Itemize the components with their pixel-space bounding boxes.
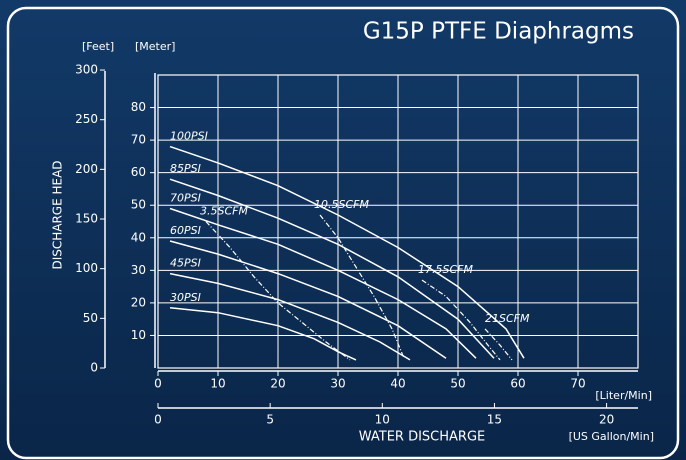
pressure-curve: [169, 145, 525, 359]
curve-label: 3.5SCFM: [200, 205, 248, 218]
y-tick-label: 80: [131, 100, 146, 114]
curve-label: 60PSI: [170, 224, 201, 237]
curve-label: 30PSI: [170, 291, 201, 304]
y-tick-label: 60: [131, 165, 146, 179]
curve-label: 100PSI: [170, 130, 208, 143]
x2-tick-label: 5: [266, 413, 274, 427]
x-tick-label: 70: [570, 377, 585, 391]
curve-label: 70PSI: [170, 191, 201, 204]
pressure-curve: [169, 272, 411, 361]
y-axis-title: DISCHARGE HEAD: [51, 160, 65, 269]
x-axis-title: WATER DISCHARGE: [359, 430, 486, 445]
x-tick-label: 40: [390, 377, 405, 391]
panel-border: [6, 6, 680, 460]
y-unit: [Meter]: [135, 40, 175, 53]
x-tick-label: 20: [270, 377, 285, 391]
x2-unit: [US Gallon/Min]: [569, 430, 654, 443]
pressure-curve: [169, 240, 447, 359]
y2-tick-label: 300: [75, 63, 98, 77]
x-tick-label: 10: [210, 377, 225, 391]
x-tick-label: 30: [330, 377, 345, 391]
pressure-curve: [169, 178, 495, 359]
y2-tick-label: 0: [90, 361, 98, 375]
curve-label: 17.5SCFM: [418, 263, 473, 276]
y-tick-label: 30: [131, 263, 146, 277]
curve-label: 85PSI: [170, 162, 201, 175]
x2-tick-label: 0: [154, 413, 162, 427]
air-curve: [319, 214, 405, 359]
x2-tick-label: 20: [599, 413, 614, 427]
x-tick-label: 60: [510, 377, 525, 391]
y2-tick-label: 150: [75, 212, 98, 226]
y-tick-label: 40: [131, 230, 146, 244]
curve-label: 45PSI: [170, 257, 201, 270]
y-tick-label: 10: [131, 328, 146, 342]
pressure-curve: [169, 307, 357, 361]
y2-tick-label: 100: [75, 261, 98, 275]
y2-tick-label: 200: [75, 162, 98, 176]
x-tick-label: 0: [154, 377, 162, 391]
x2-tick-label: 10: [375, 413, 390, 427]
x2-tick-label: 15: [487, 413, 502, 427]
y-tick-label: 50: [131, 198, 146, 212]
curve-label: 21SCFM: [485, 312, 530, 325]
y2-tick-label: 50: [83, 311, 98, 325]
pressure-curve: [169, 207, 477, 359]
air-curve: [484, 328, 513, 361]
curve-label: 10.5SCFM: [314, 198, 369, 211]
chart-title: G15P PTFE Diaphragms: [363, 19, 634, 45]
air-curve: [421, 279, 501, 361]
y-tick-label: 20: [131, 295, 146, 309]
y2-unit: [Feet]: [82, 40, 114, 53]
y-tick-label: 70: [131, 133, 146, 147]
y2-tick-label: 250: [75, 112, 98, 126]
air-curve: [205, 221, 351, 361]
x-unit: [Liter/Min]: [595, 389, 652, 402]
x-tick-label: 50: [450, 377, 465, 391]
